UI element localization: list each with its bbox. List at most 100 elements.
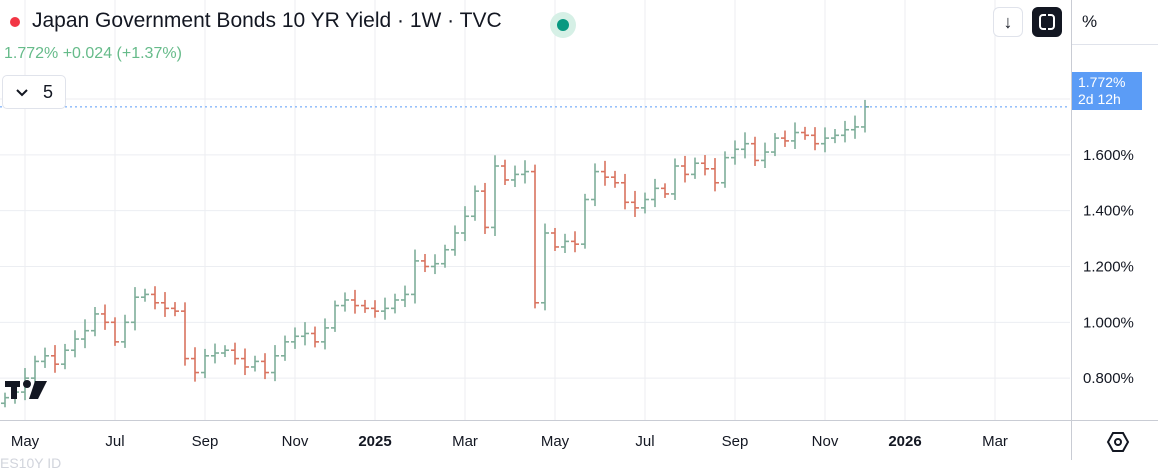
ohlc-bar bbox=[621, 173, 629, 210]
ohlc-bar bbox=[751, 136, 759, 166]
ohlc-bar bbox=[611, 170, 619, 188]
ohlc-bar bbox=[521, 160, 529, 184]
market-closed-dot bbox=[10, 17, 20, 27]
fullscreen-icon bbox=[1039, 13, 1055, 31]
last-price-value: 1.772% bbox=[1078, 74, 1126, 90]
ohlc-bar bbox=[61, 343, 69, 370]
arrow-down-icon: ↓ bbox=[1003, 11, 1013, 32]
percent-scale-button[interactable]: % bbox=[1072, 0, 1158, 45]
ohlc-bar bbox=[491, 155, 499, 237]
ohlc-bar bbox=[361, 299, 369, 313]
x-tick-label: 2026 bbox=[888, 433, 921, 450]
ohlc-bar bbox=[1, 392, 9, 408]
chevron-down-icon bbox=[15, 82, 29, 103]
ohlc-bar bbox=[371, 300, 379, 318]
ohlc-bar bbox=[121, 314, 129, 348]
ohlc-bar bbox=[691, 157, 699, 179]
ohlc-bar bbox=[71, 330, 79, 358]
ohlc-bar bbox=[861, 99, 869, 133]
x-tick-label: 2025 bbox=[358, 433, 391, 450]
ohlc-bar bbox=[411, 249, 419, 304]
tradingview-logo[interactable] bbox=[5, 378, 49, 407]
fullscreen-button[interactable] bbox=[1032, 7, 1062, 37]
ohlc-bar bbox=[391, 293, 399, 314]
ohlc-bar bbox=[461, 206, 469, 242]
x-tick-label: Jul bbox=[635, 433, 654, 450]
ohlc-bar bbox=[181, 302, 189, 366]
ohlc-bar bbox=[811, 127, 819, 151]
y-tick-label: 1.600% bbox=[1083, 147, 1134, 164]
ohlc-bar bbox=[211, 343, 219, 364]
ohlc-bar bbox=[281, 335, 289, 361]
ohlc-bar bbox=[801, 126, 809, 140]
ohlc-bar bbox=[201, 348, 209, 379]
ohlc-bar bbox=[41, 347, 49, 368]
y-tick-label: 0.800% bbox=[1083, 370, 1134, 387]
ohlc-bar bbox=[81, 319, 89, 349]
ohlc-bar bbox=[671, 158, 679, 200]
ohlc-bar bbox=[231, 342, 239, 365]
ohlc-bar bbox=[51, 345, 59, 373]
ohlc-bar bbox=[421, 253, 429, 273]
ohlc-bar bbox=[701, 155, 709, 176]
ohlc-bar bbox=[851, 115, 859, 139]
ohlc-bar bbox=[791, 122, 799, 149]
ohlc-bar bbox=[711, 158, 719, 192]
y-axis-labels: 0.800%1.000%1.200%1.400%1.600%1.800% bbox=[1083, 91, 1134, 387]
ohlc-bar bbox=[501, 159, 509, 186]
x-tick-label: Sep bbox=[722, 433, 749, 450]
x-tick-label: Mar bbox=[982, 433, 1008, 450]
ohlc-bar bbox=[441, 244, 449, 268]
ohlc-bar bbox=[601, 160, 609, 186]
ohlc-bar bbox=[651, 178, 659, 208]
ohlc-bar bbox=[681, 155, 689, 183]
last-price-label: 1.772% 2d 12h bbox=[1072, 72, 1142, 110]
ohlc-bar bbox=[781, 130, 789, 147]
ohlc-bar bbox=[151, 286, 159, 310]
ohlc-bar bbox=[471, 185, 479, 221]
ohlc-bar bbox=[761, 142, 769, 169]
ohlc-bar bbox=[561, 233, 569, 254]
ohlc-bar bbox=[341, 292, 349, 312]
ohlc-bar bbox=[571, 231, 579, 253]
y-tick-label: 1.200% bbox=[1083, 258, 1134, 275]
indicator-counter[interactable]: 5 bbox=[2, 75, 66, 109]
tradingview-logo-icon bbox=[5, 380, 47, 399]
ohlc-bar bbox=[661, 183, 669, 198]
chart-header: Japan Government Bonds 10 YR Yield · 1W … bbox=[0, 0, 1070, 48]
ohlc-bar bbox=[821, 127, 829, 153]
y-tick-label: 1.000% bbox=[1083, 314, 1134, 331]
settings-icon bbox=[1106, 432, 1130, 452]
x-tick-label: Sep bbox=[192, 433, 219, 450]
ohlc-bar bbox=[141, 288, 149, 302]
x-tick-label: Jul bbox=[105, 433, 124, 450]
ohlc-bar bbox=[381, 297, 389, 320]
status-indicator[interactable] bbox=[550, 12, 576, 38]
download-button[interactable]: ↓ bbox=[993, 7, 1023, 37]
ohlc-bar bbox=[531, 164, 539, 309]
ohlc-bar bbox=[481, 182, 489, 234]
ohlc-bar bbox=[161, 292, 169, 317]
settings-button[interactable] bbox=[1105, 430, 1131, 454]
ohlc-bar bbox=[741, 132, 749, 159]
ohlc-bar bbox=[511, 165, 519, 188]
symbol-title[interactable]: Japan Government Bonds 10 YR Yield · 1W … bbox=[32, 9, 502, 32]
ohlc-bar bbox=[111, 317, 119, 346]
time-left-value: 2d 12h bbox=[1078, 91, 1121, 107]
ohlc-bar bbox=[321, 318, 329, 350]
y-tick-label: 1.400% bbox=[1083, 203, 1134, 220]
ohlc-bar bbox=[831, 129, 839, 144]
ohlc-bar bbox=[641, 192, 649, 214]
ohlc-bar bbox=[241, 348, 249, 376]
ohlc-bar bbox=[221, 345, 229, 358]
ohlc-bar bbox=[631, 190, 639, 217]
ohlc-bar bbox=[841, 120, 849, 143]
percent-label: % bbox=[1082, 12, 1098, 31]
ohlc-bar bbox=[541, 223, 549, 311]
ohlc-bar bbox=[271, 345, 279, 382]
ohlc-bar bbox=[251, 355, 259, 372]
price-axis-divider bbox=[1071, 0, 1072, 460]
x-tick-label: Mar bbox=[452, 433, 478, 450]
ohlc-bar bbox=[101, 304, 109, 330]
